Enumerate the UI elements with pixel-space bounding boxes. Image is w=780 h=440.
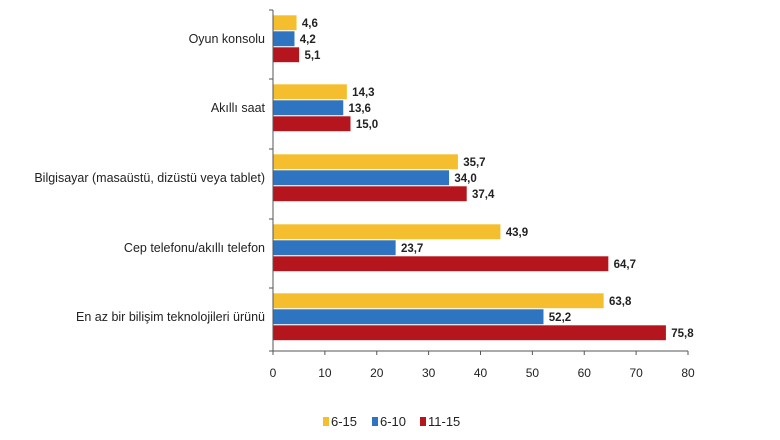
bar-6-10-2 — [272, 99, 344, 116]
data-label: 14,3 — [352, 87, 374, 99]
data-label: 4,2 — [300, 34, 316, 46]
category-label: Bilgisayar (masaüstü, dizüstü veya table… — [34, 171, 265, 185]
category-label: Akıllı saat — [211, 101, 266, 115]
x-tick-label: 50 — [526, 366, 540, 380]
bar-11-15-2 — [272, 115, 352, 132]
legend-label: 11-15 — [428, 414, 460, 429]
data-label: 23,7 — [401, 243, 423, 255]
bar-6-10-1 — [272, 30, 296, 47]
bar-6-10-3 — [272, 169, 450, 186]
legend-swatch — [372, 417, 378, 426]
x-tick-label: 60 — [578, 366, 592, 380]
category-label: Oyun konsolu — [189, 32, 265, 46]
legend-swatch — [420, 417, 426, 426]
data-label: 15,0 — [356, 119, 378, 131]
bar-11-15-3 — [272, 185, 468, 202]
data-label: 75,8 — [671, 328, 694, 340]
data-label: 4,6 — [302, 18, 318, 30]
x-tick-label: 80 — [681, 366, 695, 380]
data-label: 34,0 — [454, 173, 476, 185]
bar-6-15-3 — [272, 153, 459, 170]
category-label: Cep telefonu/akıllı telefon — [124, 241, 265, 255]
x-tick-label: 20 — [370, 366, 384, 380]
category-label: En az bir bilişim teknolojileri ürünü — [76, 310, 265, 324]
data-label: 35,7 — [463, 157, 485, 169]
data-label: 64,7 — [614, 259, 636, 271]
x-tick-label: 40 — [474, 366, 488, 380]
bar-6-10-5 — [272, 308, 545, 325]
bar-6-15-2 — [272, 83, 348, 100]
legend-label: 6-10 — [380, 414, 406, 429]
data-label: 63,8 — [609, 296, 632, 308]
x-tick-label: 10 — [318, 366, 332, 380]
data-label: 52,2 — [549, 312, 571, 324]
data-label: 13,6 — [349, 103, 371, 115]
bar-11-15-5 — [272, 324, 667, 341]
x-tick-label: 0 — [270, 366, 277, 380]
bar-6-15-1 — [272, 14, 298, 31]
legend-label: 6-15 — [331, 414, 357, 429]
data-label: 43,9 — [506, 227, 528, 239]
data-label: 5,1 — [304, 50, 321, 62]
bar-6-15-4 — [272, 223, 502, 240]
legend-swatch — [323, 417, 329, 426]
bar-11-15-4 — [272, 255, 609, 272]
bar-11-15-1 — [272, 46, 300, 63]
data-label: 37,4 — [472, 189, 495, 201]
bar-6-15-5 — [272, 292, 605, 309]
x-tick-label: 70 — [629, 366, 643, 380]
bar-6-10-4 — [272, 239, 397, 256]
x-tick-label: 30 — [422, 366, 436, 380]
